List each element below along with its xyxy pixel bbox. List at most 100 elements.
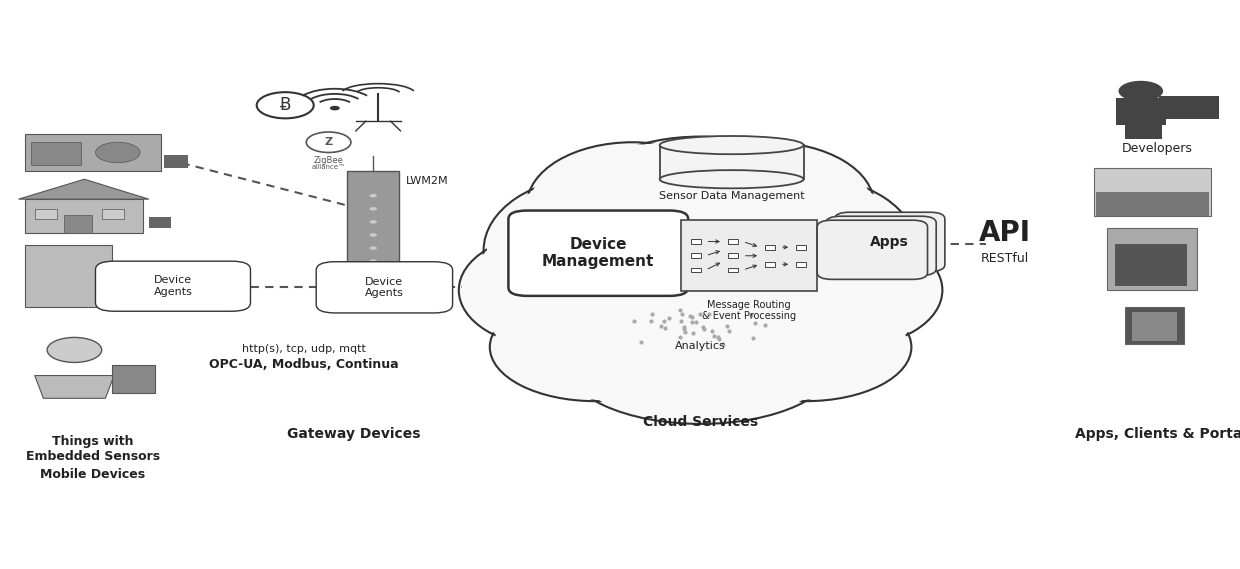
Point bbox=[641, 309, 661, 318]
Bar bbox=[115, 287, 135, 296]
Text: Apps: Apps bbox=[870, 235, 909, 249]
Text: Ƀ: Ƀ bbox=[279, 96, 291, 114]
Point bbox=[641, 316, 661, 325]
Ellipse shape bbox=[660, 136, 804, 154]
Text: OPC-UA, Modbus, Continua: OPC-UA, Modbus, Continua bbox=[210, 358, 398, 372]
Bar bbox=[25, 199, 143, 233]
Ellipse shape bbox=[531, 144, 734, 266]
Ellipse shape bbox=[459, 233, 645, 347]
Bar bbox=[31, 142, 81, 165]
Ellipse shape bbox=[490, 293, 701, 401]
Bar bbox=[1096, 192, 1209, 216]
Bar bbox=[347, 171, 399, 302]
Point bbox=[694, 325, 714, 334]
Point bbox=[699, 309, 719, 318]
Text: LWM2M: LWM2M bbox=[405, 176, 448, 187]
Bar bbox=[765, 262, 775, 266]
Text: Device
Agents: Device Agents bbox=[365, 277, 404, 298]
Point bbox=[675, 323, 694, 332]
Ellipse shape bbox=[698, 179, 914, 322]
Point bbox=[675, 327, 694, 336]
Ellipse shape bbox=[756, 233, 942, 347]
Point bbox=[670, 306, 689, 315]
FancyBboxPatch shape bbox=[835, 212, 945, 271]
Circle shape bbox=[370, 207, 377, 211]
Point bbox=[631, 338, 651, 347]
Ellipse shape bbox=[484, 176, 707, 324]
Circle shape bbox=[330, 106, 340, 110]
FancyBboxPatch shape bbox=[508, 211, 688, 296]
Bar bbox=[691, 254, 701, 258]
Point bbox=[683, 328, 703, 337]
Point bbox=[742, 310, 761, 319]
Text: Device
Management: Device Management bbox=[542, 237, 655, 269]
Point bbox=[744, 333, 764, 343]
Circle shape bbox=[95, 142, 140, 163]
Text: Message Routing
& Event Processing: Message Routing & Event Processing bbox=[702, 300, 796, 321]
Bar bbox=[1125, 125, 1162, 139]
Circle shape bbox=[370, 194, 377, 197]
Point bbox=[672, 310, 692, 319]
Bar bbox=[102, 209, 124, 219]
Circle shape bbox=[370, 259, 377, 263]
Ellipse shape bbox=[701, 293, 911, 401]
Bar bbox=[35, 209, 57, 219]
Circle shape bbox=[370, 233, 377, 237]
Ellipse shape bbox=[583, 137, 818, 250]
Bar bbox=[796, 262, 806, 266]
Bar bbox=[25, 245, 112, 307]
Bar bbox=[164, 155, 188, 168]
Bar bbox=[1159, 96, 1219, 119]
Ellipse shape bbox=[694, 176, 918, 324]
Text: http(s), tcp, udp, mqtt: http(s), tcp, udp, mqtt bbox=[242, 344, 366, 354]
Point bbox=[682, 318, 702, 327]
Point bbox=[656, 324, 676, 333]
Point bbox=[717, 321, 737, 330]
Point bbox=[708, 332, 728, 341]
Ellipse shape bbox=[527, 171, 874, 387]
Text: Mobile Devices: Mobile Devices bbox=[41, 468, 145, 481]
Point bbox=[660, 314, 680, 323]
Bar bbox=[660, 145, 804, 179]
Circle shape bbox=[370, 246, 377, 250]
Ellipse shape bbox=[527, 142, 738, 267]
Point bbox=[704, 331, 724, 340]
Point bbox=[671, 316, 691, 325]
Point bbox=[755, 320, 775, 329]
Circle shape bbox=[370, 273, 377, 276]
Text: alliance™: alliance™ bbox=[311, 164, 346, 170]
Ellipse shape bbox=[663, 142, 874, 267]
Point bbox=[675, 324, 694, 333]
Text: Device
Agents: Device Agents bbox=[154, 275, 192, 297]
Text: Z: Z bbox=[325, 137, 332, 147]
Bar bbox=[25, 134, 161, 171]
Bar bbox=[149, 217, 171, 228]
Ellipse shape bbox=[564, 299, 837, 424]
Bar bbox=[796, 245, 806, 250]
Text: Gateway Devices: Gateway Devices bbox=[286, 427, 420, 441]
Point bbox=[691, 310, 711, 319]
Ellipse shape bbox=[487, 179, 703, 322]
Ellipse shape bbox=[660, 170, 804, 188]
Ellipse shape bbox=[568, 300, 833, 422]
Ellipse shape bbox=[494, 295, 697, 399]
Point bbox=[702, 327, 722, 336]
Text: Things with
Embedded Sensors: Things with Embedded Sensors bbox=[26, 435, 160, 463]
Point bbox=[670, 332, 689, 341]
Bar bbox=[1094, 168, 1211, 216]
Bar bbox=[728, 268, 738, 273]
Bar bbox=[1116, 98, 1166, 125]
FancyBboxPatch shape bbox=[817, 220, 928, 279]
Bar bbox=[691, 268, 701, 273]
Bar bbox=[1115, 244, 1187, 286]
Ellipse shape bbox=[461, 235, 642, 345]
Polygon shape bbox=[35, 376, 114, 398]
Point bbox=[686, 318, 706, 327]
Bar bbox=[1107, 228, 1197, 290]
Bar bbox=[112, 365, 155, 393]
Bar bbox=[728, 254, 738, 258]
Point bbox=[713, 340, 733, 349]
Ellipse shape bbox=[587, 138, 815, 249]
Bar bbox=[64, 215, 92, 233]
FancyBboxPatch shape bbox=[95, 261, 250, 311]
